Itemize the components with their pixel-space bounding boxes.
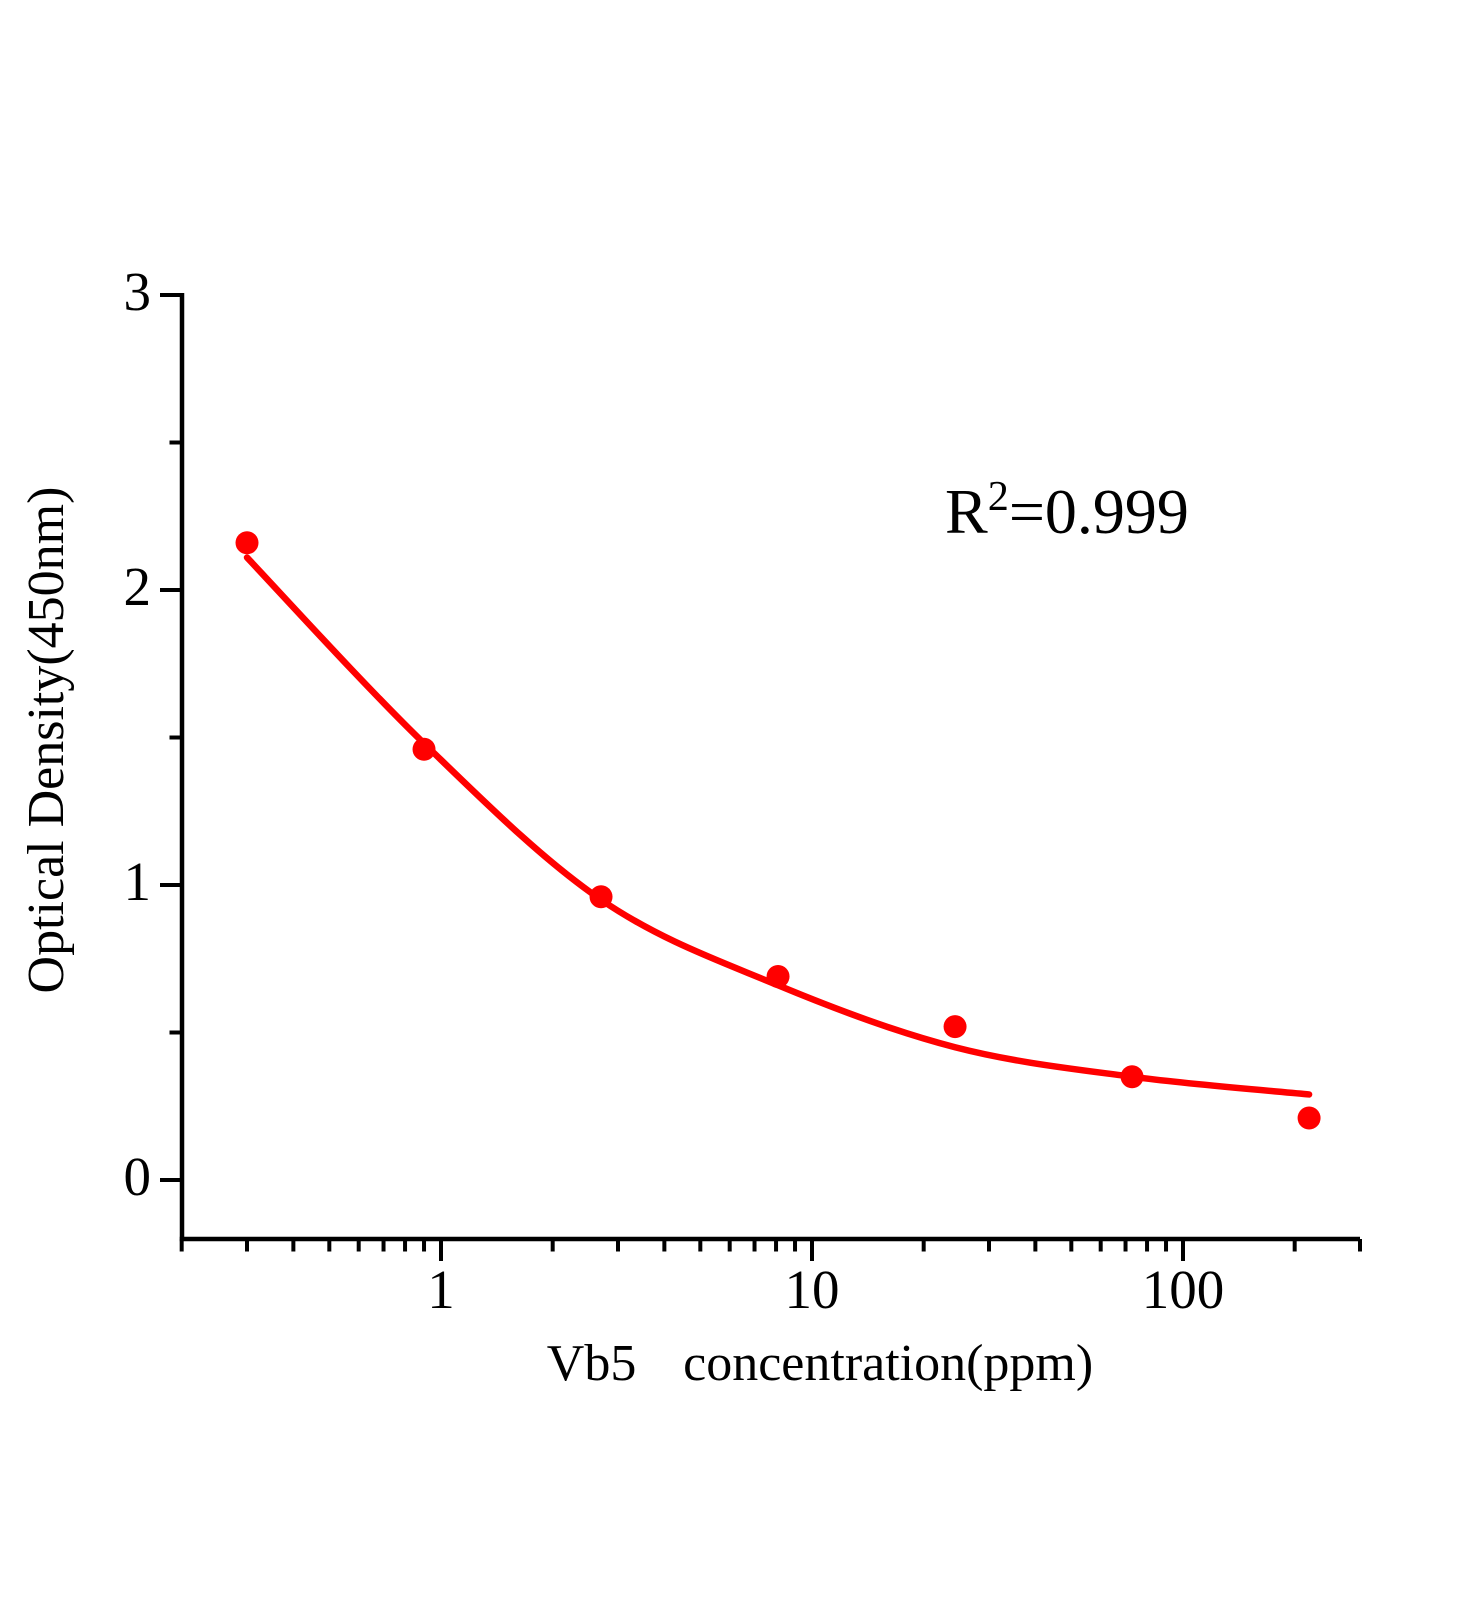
r-squared-exponent: 2 bbox=[987, 472, 1009, 520]
data-point bbox=[943, 1015, 967, 1039]
data-point bbox=[235, 531, 259, 555]
x-tick-label: 10 bbox=[784, 1259, 840, 1320]
y-tick-label: 1 bbox=[123, 851, 152, 912]
data-point bbox=[1297, 1106, 1321, 1130]
r-squared-base: R bbox=[945, 476, 988, 547]
fit-curve bbox=[243, 554, 1313, 1098]
x-axis-title: Vb5 concentration(ppm) bbox=[546, 1335, 1094, 1392]
data-point bbox=[766, 964, 790, 988]
y-tick-label: 3 bbox=[123, 261, 152, 322]
data-point bbox=[412, 737, 436, 761]
r-squared-annotation: R2=0.999 bbox=[945, 475, 1189, 544]
r-squared-value: =0.999 bbox=[1008, 476, 1189, 547]
x-tick-label: 100 bbox=[1141, 1259, 1225, 1320]
y-tick-label: 2 bbox=[123, 556, 152, 617]
y-tick-label: 0 bbox=[123, 1146, 152, 1207]
data-point bbox=[1120, 1065, 1144, 1089]
x-tick-label: 1 bbox=[427, 1259, 455, 1320]
data-point bbox=[589, 885, 613, 909]
